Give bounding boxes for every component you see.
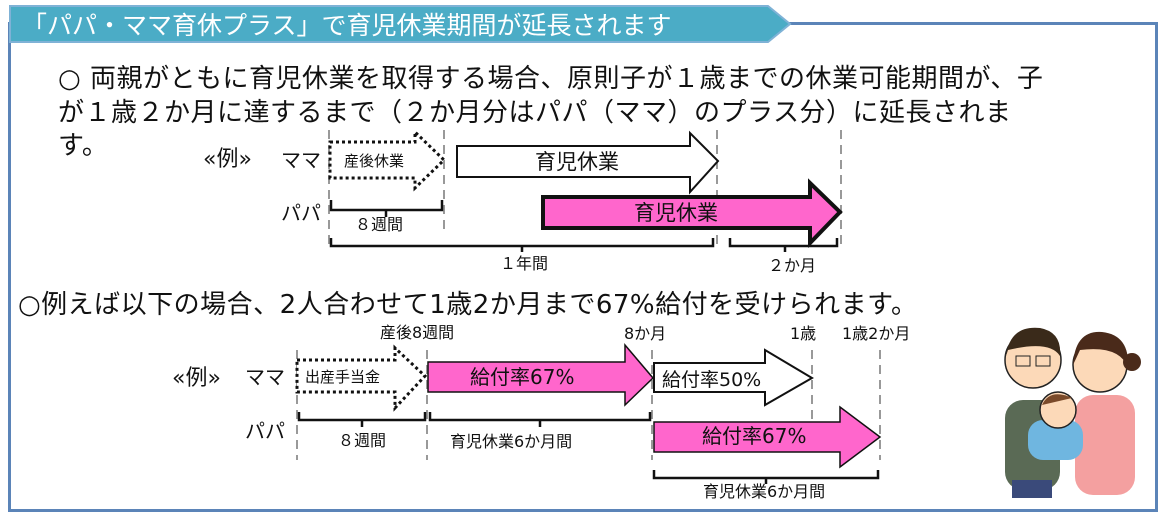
brackets-1 [329, 200, 839, 252]
weeks8-label-1: ８週間 [355, 215, 403, 234]
maternity-allowance-label: 出産手当金 [305, 368, 380, 386]
papa-leave-label: 育児休業 [634, 201, 718, 225]
papa-rate67-arrow [653, 405, 882, 469]
postnatal-leave-arrow [328, 128, 447, 192]
weeks8-label-2: ８週間 [338, 431, 386, 450]
papa-leave-arrow [541, 178, 843, 248]
mama-rate50-label: 給付率50% [662, 369, 761, 391]
brackets-2 [297, 412, 880, 484]
parents-baby-illustration [1004, 327, 1141, 498]
mama-label-2: ママ [245, 365, 285, 389]
paragraph2: ○例えば以下の場合、2人合わせて1歳2か月まで67%給付を受けられます。 [18, 290, 918, 320]
papa-label-2: パパ [245, 419, 285, 443]
diagram-2 [295, 342, 882, 484]
mama-label-1: ママ [281, 148, 321, 172]
leave6m-papa-label: 育児休業6か月間 [703, 482, 825, 501]
mama-rate50-arrow [653, 348, 814, 407]
paragraph1-line2: が１歳２か月に達するまで（２か月分はパパ（ママ）のプラス分）に延長されま [58, 98, 1012, 128]
papa-label-1: パパ [281, 201, 321, 225]
mama-leave-label: 育児休業 [535, 150, 619, 174]
timeline-dashes [328, 130, 842, 250]
year1-label: １年間 [500, 254, 548, 273]
label-1y: 1歳 [790, 324, 816, 343]
example-label-2: «例» [172, 366, 221, 391]
label-8m: 8か月 [624, 324, 666, 343]
maternity-allowance-arrow [295, 344, 428, 412]
label-1y2m: 1歳2か月 [842, 324, 910, 343]
paragraph1-line1: ○ 両親がともに育児休業を取得する場合、原則子が１歳までの休業可能期間が、子 [58, 64, 1044, 94]
example-label-1: «例» [203, 147, 252, 172]
papa-rate67-label: 給付率67% [702, 424, 806, 448]
title-banner [9, 5, 792, 43]
diagram-1 [328, 128, 843, 252]
label-postnatal-8w: 産後8週間 [380, 323, 454, 342]
months2-label: ２か月 [768, 256, 816, 275]
page-title: 「パパ・ママ育休プラス」で育児休業期間が延長されます [22, 11, 672, 40]
mama-leave-arrow [456, 130, 720, 195]
leave6m-mama-label: 育児休業6か月間 [450, 432, 572, 451]
mama-rate67-label: 給付率67% [470, 365, 574, 389]
postnatal-leave-label: 産後休業 [344, 152, 404, 170]
mama-rate67-arrow [427, 342, 655, 407]
paragraph1-line3: す。 [58, 131, 109, 161]
